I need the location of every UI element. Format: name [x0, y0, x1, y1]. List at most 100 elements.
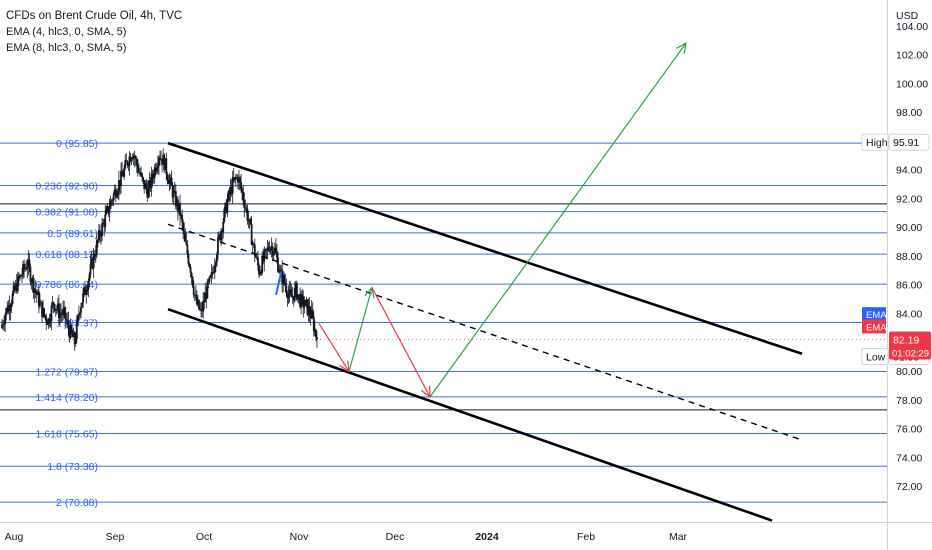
candle-body	[165, 158, 168, 175]
candle-body	[64, 307, 67, 320]
price-tick-2: 76.00	[896, 424, 922, 436]
candle-body	[36, 291, 39, 295]
candle-body	[205, 292, 208, 299]
candle-body	[140, 173, 142, 175]
candle-body	[129, 156, 132, 162]
candle-body	[26, 266, 29, 270]
candle-body	[310, 309, 313, 319]
fib-label-4: 0.618 (88.13)	[36, 249, 98, 261]
candle-body	[48, 318, 51, 324]
candle-body	[240, 181, 243, 189]
price-tick-11: 94.00	[896, 165, 922, 177]
candle-body	[282, 275, 285, 285]
candle-body	[106, 206, 109, 210]
candle-body	[51, 302, 54, 306]
candle-body	[118, 180, 120, 192]
candle-body	[232, 177, 235, 180]
candle-body	[184, 234, 187, 242]
projection-arrow-2-shaft[interactable]	[371, 287, 431, 398]
candle-body	[242, 191, 245, 201]
candle-body	[162, 154, 165, 165]
indicator-ema-8[interactable]: EMA (8, hlc3, 0, SMA, 5)	[6, 42, 127, 54]
candle-body	[169, 177, 172, 181]
ema-slow-tag: EMA	[866, 322, 887, 333]
fib-label-1: 0.236 (92.90)	[36, 181, 98, 193]
candle-body	[101, 223, 103, 237]
channel-midline[interactable]	[167, 223, 803, 441]
candle-body	[253, 244, 256, 257]
channel-lower-line[interactable]	[167, 307, 773, 522]
candle-body	[178, 202, 180, 212]
channel-upper-line[interactable]	[167, 141, 803, 355]
price-axis[interactable]: USD72.0074.0076.0078.0080.0082.0084.0086…	[887, 0, 932, 550]
candle-body	[213, 266, 216, 273]
price-tick-4: 80.00	[896, 366, 922, 378]
indicator-ema-4[interactable]: EMA (4, hlc3, 0, SMA, 5)	[6, 26, 127, 38]
candle-body	[72, 332, 75, 338]
candle-body	[210, 272, 213, 276]
projection-arrow-1-shaft[interactable]	[348, 287, 373, 372]
candle-body	[2, 324, 4, 326]
candle-body	[208, 276, 211, 282]
candle-body	[237, 177, 239, 183]
candle-body	[311, 309, 314, 318]
candle-body	[179, 202, 181, 216]
candle-body	[277, 257, 279, 272]
candle-body	[303, 305, 306, 308]
candle-body	[207, 281, 210, 283]
candle-body	[206, 281, 209, 299]
candle-body	[29, 266, 32, 282]
candle-body	[76, 315, 79, 322]
candle-body	[131, 157, 134, 159]
candle-body	[99, 230, 101, 237]
candle-body	[96, 239, 99, 241]
candle-body	[289, 289, 292, 295]
time-tick-3: Nov	[290, 531, 309, 543]
trend-channel[interactable]	[167, 141, 803, 522]
candle-body	[28, 259, 31, 267]
candle-body	[307, 306, 310, 315]
candle-body	[197, 300, 199, 305]
candle-body	[296, 283, 298, 300]
candle-body	[7, 305, 10, 313]
candle-body	[301, 294, 304, 297]
candle-body	[127, 165, 130, 167]
candle-countdown: 01:02:29	[892, 349, 929, 360]
candle-body	[172, 190, 175, 198]
candle-body	[221, 230, 224, 233]
ema-fast-tag-bg	[862, 307, 886, 322]
candle-body	[100, 236, 102, 237]
candle-body	[10, 304, 13, 308]
projection-arrows[interactable]	[318, 42, 687, 399]
candle-body	[252, 243, 255, 245]
candle-body	[195, 296, 198, 305]
candle-body	[177, 199, 179, 212]
candle-body	[122, 175, 125, 177]
candle-body	[272, 253, 275, 256]
candle-body	[192, 286, 195, 295]
candle-body	[66, 320, 69, 322]
candle-body	[187, 254, 190, 264]
projection-arrow-0-shaft[interactable]	[318, 323, 350, 372]
candle-body	[9, 307, 12, 311]
currency-label[interactable]: USD	[896, 10, 919, 22]
time-axis[interactable]: Aug Sep Oct Nov Dec 2024 Feb Mar	[0, 522, 932, 550]
candle-body	[15, 283, 18, 292]
projection-arrow-3-shaft[interactable]	[429, 42, 687, 398]
candle-body	[218, 234, 220, 238]
candle-body	[271, 246, 274, 256]
candle-body	[185, 241, 188, 245]
candle-body	[102, 222, 105, 224]
high-price-tag-bg	[888, 133, 930, 151]
candle-body	[314, 329, 317, 338]
candle-body	[154, 167, 157, 172]
candle-body	[181, 215, 184, 223]
candle-body	[107, 206, 110, 214]
candle-body	[113, 189, 116, 194]
candle-body	[90, 258, 93, 265]
candle-body	[153, 167, 156, 178]
candle-body	[201, 308, 204, 312]
candle-body	[183, 230, 186, 235]
symbol-title[interactable]: CFDs on Brent Crude Oil, 4h, TVC	[6, 10, 183, 22]
